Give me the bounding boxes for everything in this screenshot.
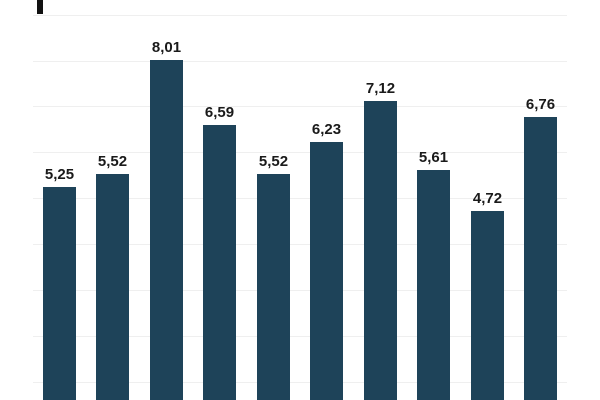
bar-value-label: 8,01 xyxy=(151,39,182,56)
bar xyxy=(43,187,76,400)
bar-value-label: 5,52 xyxy=(97,153,128,170)
bar xyxy=(310,142,343,400)
gridline xyxy=(33,244,567,245)
gridline xyxy=(33,290,567,291)
bar-value-label: 4,72 xyxy=(472,190,503,207)
gridline xyxy=(33,106,567,107)
gridline xyxy=(33,198,567,199)
bar xyxy=(471,211,504,400)
bar xyxy=(96,174,129,400)
bar xyxy=(364,101,397,400)
bar xyxy=(203,125,236,400)
bar xyxy=(150,60,183,400)
crop-artifact-mark xyxy=(37,0,43,14)
bar xyxy=(524,117,557,400)
gridline xyxy=(33,15,567,16)
bar-value-label: 5,52 xyxy=(258,153,289,170)
bar-value-label: 5,25 xyxy=(44,166,75,183)
bar-value-label: 6,59 xyxy=(204,104,235,121)
bar xyxy=(257,174,290,400)
gridline xyxy=(33,152,567,153)
bar-value-label: 5,61 xyxy=(418,149,449,166)
gridline xyxy=(33,61,567,62)
gridline xyxy=(33,382,567,383)
gridline xyxy=(33,336,567,337)
bar xyxy=(417,170,450,400)
bar-value-label: 6,23 xyxy=(311,121,342,138)
bar-value-label: 7,12 xyxy=(365,80,396,97)
bar-value-label: 6,76 xyxy=(525,96,556,113)
